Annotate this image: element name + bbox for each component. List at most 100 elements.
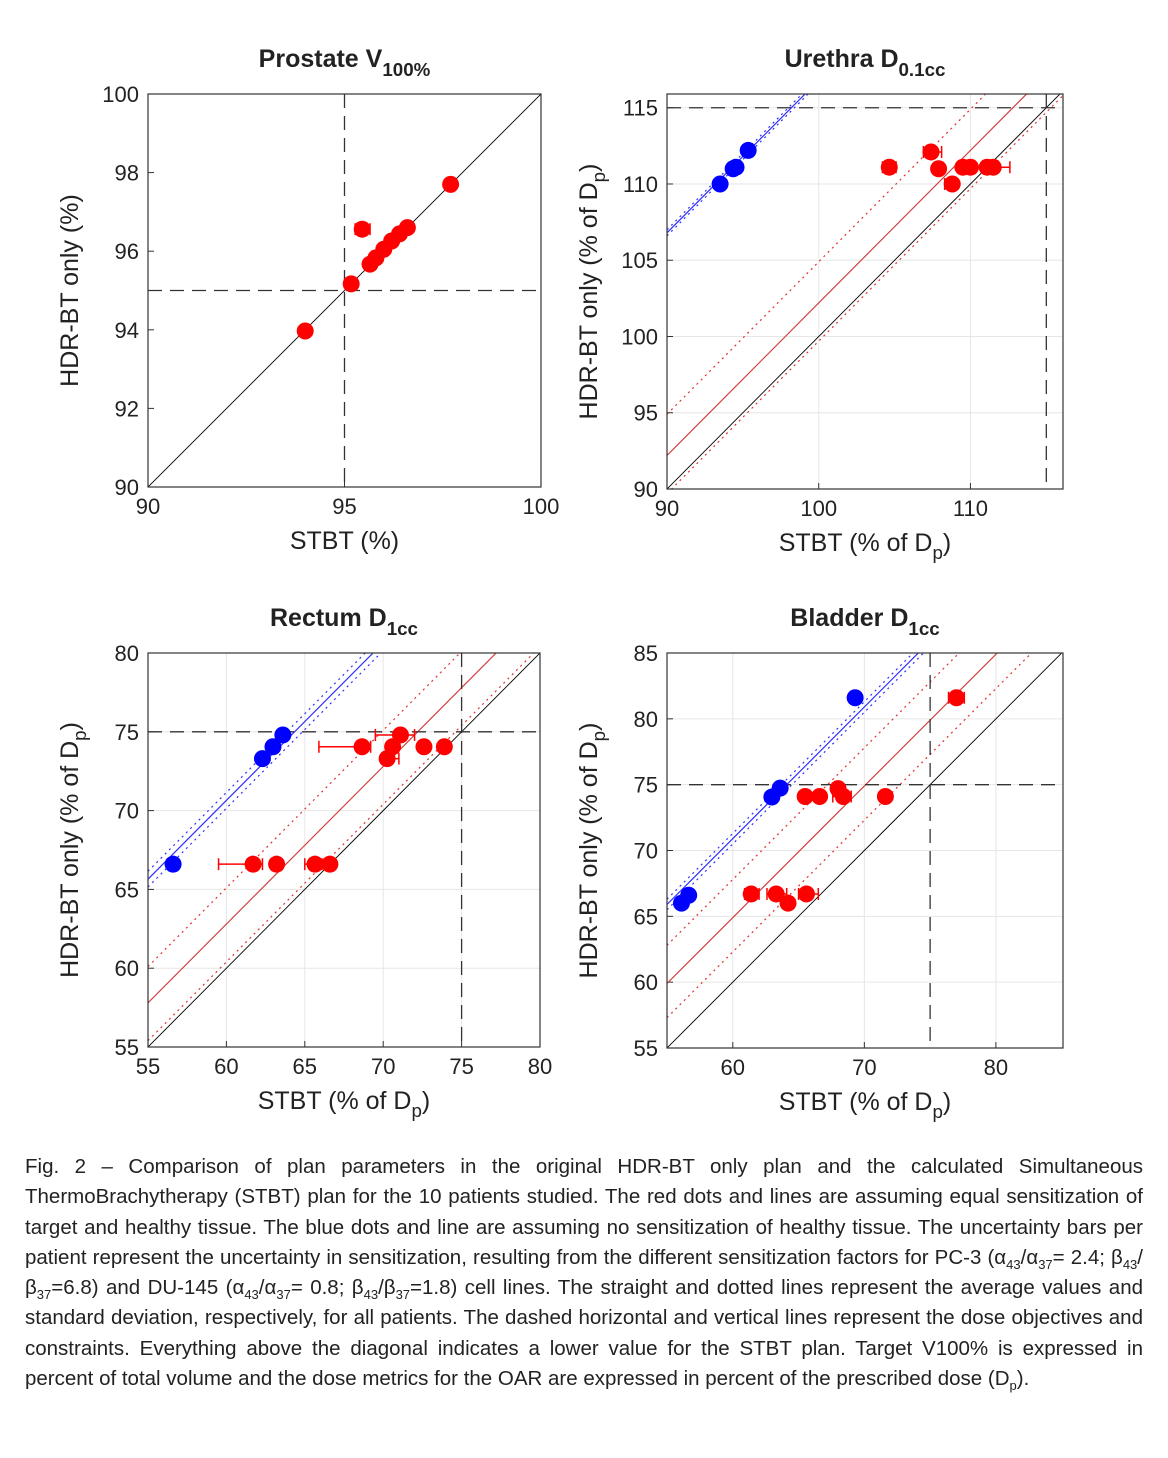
figure: 90 95 100 90 92 94 96 98 100 Prostate V100% STBT (… bbox=[56, 45, 1064, 1122]
caption-sub: 37 bbox=[395, 1287, 411, 1303]
point bbox=[880, 158, 898, 176]
caption-sub: 43 bbox=[1006, 1256, 1021, 1272]
x-axis-label-part: STBT (% of D bbox=[779, 529, 933, 557]
point bbox=[268, 855, 286, 873]
y-tick-label: 96 bbox=[115, 239, 139, 264]
y-axis-label-part: HDR-BT only (% of D bbox=[575, 182, 603, 419]
plot-area bbox=[148, 653, 540, 1047]
y-axis-label-part: HDR-BT only (%) bbox=[56, 194, 84, 387]
chart-title-part: Bladder D bbox=[790, 604, 908, 632]
point bbox=[834, 788, 852, 806]
x-axis-label-sub: p bbox=[932, 542, 942, 563]
y-axis-label: HDR-BT only (%) bbox=[56, 194, 84, 387]
plot-area bbox=[148, 94, 541, 487]
point bbox=[342, 275, 360, 293]
x-axis-label: STBT (%) bbox=[290, 527, 399, 555]
point bbox=[435, 738, 453, 756]
chart-title-part: Prostate V bbox=[259, 45, 383, 73]
chart-title: Urethra D0.1cc bbox=[785, 45, 946, 80]
chart-title-part: Urethra D bbox=[785, 45, 899, 73]
x-axis-label-part: STBT (%) bbox=[290, 527, 399, 555]
y-tick-label: 55 bbox=[115, 1035, 139, 1060]
trend-line bbox=[667, 94, 1061, 489]
point bbox=[680, 886, 698, 904]
y-axis-label-part: HDR-BT only (% of D bbox=[56, 741, 84, 978]
y-tick-label: 115 bbox=[623, 96, 658, 121]
point bbox=[306, 855, 324, 873]
point bbox=[739, 141, 757, 159]
caption-text: /β bbox=[25, 1245, 1143, 1300]
point bbox=[796, 788, 814, 806]
x-axis-label: STBT (% of Dp) bbox=[779, 529, 952, 563]
y-tick-label: 65 bbox=[634, 904, 658, 929]
axes-box bbox=[147, 93, 542, 488]
caption-text: ). bbox=[1016, 1367, 1030, 1391]
point bbox=[398, 219, 416, 237]
y-tick-label: 105 bbox=[621, 248, 658, 273]
trend-line bbox=[670, 95, 1063, 489]
point bbox=[811, 788, 829, 806]
point bbox=[321, 855, 339, 873]
y-tick-label: 70 bbox=[634, 839, 658, 864]
point bbox=[244, 855, 262, 873]
x-axis-label-part: ) bbox=[943, 529, 951, 557]
caption-text: /β bbox=[378, 1276, 396, 1300]
y-tick-label: 65 bbox=[115, 877, 139, 902]
trend-line bbox=[148, 653, 540, 1047]
point bbox=[984, 158, 1002, 176]
trend-line bbox=[667, 94, 1028, 456]
y-tick-label: 92 bbox=[115, 396, 139, 421]
trend-line bbox=[667, 94, 803, 231]
trend-line bbox=[667, 653, 914, 900]
trend-line bbox=[148, 653, 367, 872]
x-tick-label: 75 bbox=[449, 1054, 473, 1079]
x-axis-label-part: ) bbox=[422, 1087, 430, 1115]
y-axis-label-sub: p bbox=[69, 730, 90, 740]
chart-title: Prostate V100% bbox=[259, 45, 431, 80]
y-tick-label: 60 bbox=[115, 956, 139, 981]
caption-sub: 43 bbox=[244, 1287, 259, 1303]
point bbox=[727, 158, 745, 176]
x-tick-label: 110 bbox=[953, 496, 988, 521]
y-axis-label-sub: p bbox=[588, 172, 609, 182]
point bbox=[771, 779, 789, 797]
y-tick-label: 110 bbox=[623, 172, 658, 197]
point bbox=[274, 726, 292, 744]
y-axis-label-sub: p bbox=[588, 731, 609, 741]
x-tick-label: 60 bbox=[214, 1054, 238, 1079]
y-tick-label: 94 bbox=[115, 318, 139, 343]
y-axis-label-part: ) bbox=[56, 722, 84, 730]
caption-sub: 43 bbox=[1122, 1256, 1138, 1272]
y-tick-label: 98 bbox=[115, 161, 139, 186]
chart-title-sub: 1cc bbox=[387, 618, 418, 639]
y-tick-label: 80 bbox=[115, 641, 139, 666]
caption-text: /α bbox=[1020, 1245, 1039, 1269]
caption-sub: 37 bbox=[36, 1287, 52, 1303]
caption-sub: 43 bbox=[363, 1287, 379, 1303]
y-axis-label: HDR-BT only (% of Dp) bbox=[56, 722, 90, 978]
point bbox=[442, 175, 460, 193]
axes-box bbox=[666, 93, 1064, 490]
point bbox=[779, 894, 797, 912]
chart-title: Rectum D1cc bbox=[270, 604, 418, 639]
chart-title: Bladder D1cc bbox=[790, 604, 939, 639]
caption-text: = 2.4; β bbox=[1052, 1245, 1123, 1269]
point bbox=[797, 885, 815, 903]
caption-text: =6.8) and DU-145 (α bbox=[51, 1276, 245, 1300]
caption-text: Fig. 2 – Comparison of plan parameters i… bbox=[25, 1155, 1143, 1269]
x-tick-label: 100 bbox=[800, 496, 837, 521]
chart-title-part: Rectum D bbox=[270, 604, 387, 632]
caption-text: =1.8) cell lines. The straight and dotte… bbox=[25, 1276, 1144, 1391]
x-tick-label: 60 bbox=[721, 1055, 745, 1080]
x-axis-label: STBT (% of Dp) bbox=[258, 1087, 431, 1121]
caption-sub: 37 bbox=[276, 1287, 291, 1303]
y-axis-label: HDR-BT only (% of Dp) bbox=[575, 164, 609, 420]
x-tick-label: 70 bbox=[852, 1055, 876, 1080]
y-tick-label: 70 bbox=[115, 799, 139, 824]
point bbox=[846, 689, 864, 707]
x-tick-label: 80 bbox=[984, 1055, 1008, 1080]
y-tick-label: 75 bbox=[115, 720, 139, 745]
plot-area bbox=[667, 94, 1063, 489]
x-axis-label-part: STBT (% of D bbox=[779, 1088, 933, 1116]
y-tick-label: 100 bbox=[621, 324, 658, 349]
